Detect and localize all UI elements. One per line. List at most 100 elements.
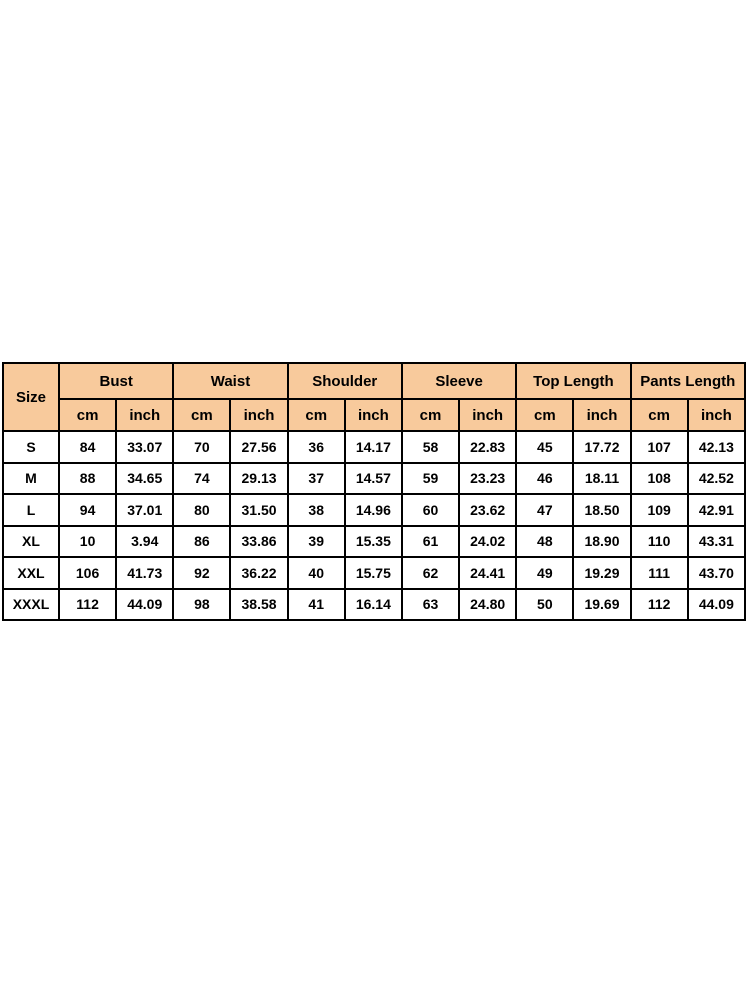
table-cell: 18.50: [572, 493, 632, 527]
table-cell: 49: [515, 556, 575, 590]
table-cell: 43.31: [686, 524, 747, 558]
table-cell: 14.57: [343, 461, 403, 495]
table-cell: 42.13: [686, 430, 747, 464]
table-cell: 106: [57, 556, 118, 590]
table-cell: 22.83: [458, 430, 518, 464]
table-cell: 63: [400, 587, 461, 621]
table-cell: 92: [172, 556, 232, 590]
table-cell: 46: [515, 461, 575, 495]
unit-header-pants-length-cm: cm: [629, 398, 689, 432]
table-cell: 74: [172, 461, 232, 495]
table-cell: 34.65: [115, 461, 175, 495]
table-cell: 36.22: [229, 556, 289, 590]
table-cell: 18.90: [572, 524, 632, 558]
size-label: XXL: [2, 556, 60, 590]
unit-header-top-length-inch: inch: [572, 398, 632, 432]
table-cell: 61: [400, 524, 461, 558]
table-cell: 98: [172, 587, 232, 621]
group-header-bust: Bust: [57, 362, 175, 400]
table-cell: 112: [57, 587, 118, 621]
table-cell: 42.91: [686, 493, 747, 527]
table-cell: 36: [286, 430, 346, 464]
table-cell: 41: [286, 587, 346, 621]
unit-header-pants-length-inch: inch: [686, 398, 747, 432]
table-cell: 15.75: [343, 556, 403, 590]
unit-header-sleeve-cm: cm: [400, 398, 461, 432]
table-cell: 27.56: [229, 430, 289, 464]
table-cell: 41.73: [115, 556, 175, 590]
table-cell: 23.62: [458, 493, 518, 527]
unit-header-shoulder-inch: inch: [343, 398, 403, 432]
table-cell: 31.50: [229, 493, 289, 527]
table-cell: 62: [400, 556, 461, 590]
table-cell: 109: [629, 493, 689, 527]
table-cell: 39: [286, 524, 346, 558]
table-cell: 112: [629, 587, 689, 621]
table-cell: 14.17: [343, 430, 403, 464]
table-cell: 94: [57, 493, 118, 527]
table-cell: 108: [629, 461, 689, 495]
size-label: S: [2, 430, 60, 464]
table-cell: 14.96: [343, 493, 403, 527]
unit-header-waist-inch: inch: [229, 398, 289, 432]
table-row-s: S 84 33.07 70 27.56 36 14.17 58 22.83 45…: [2, 430, 747, 464]
table-cell: 29.13: [229, 461, 289, 495]
table-cell: 19.69: [572, 587, 632, 621]
size-label: XXXL: [2, 587, 60, 621]
table-row-m: M 88 34.65 74 29.13 37 14.57 59 23.23 46…: [2, 461, 747, 495]
table-cell: 24.41: [458, 556, 518, 590]
size-label: M: [2, 461, 60, 495]
table-cell: 23.23: [458, 461, 518, 495]
table-cell: 44.09: [686, 587, 747, 621]
table-cell: 24.02: [458, 524, 518, 558]
table-cell: 17.72: [572, 430, 632, 464]
unit-header-bust-inch: inch: [115, 398, 175, 432]
size-column-header: Size: [2, 362, 60, 432]
table-row-xl: XL 10 3.94 86 33.86 39 15.35 61 24.02 48…: [2, 524, 747, 558]
header-group-row: Size Bust Waist Shoulder Sleeve Top Leng…: [2, 362, 747, 432]
table-cell: 45: [515, 430, 575, 464]
table-cell: 84: [57, 430, 118, 464]
table-cell: 38: [286, 493, 346, 527]
table-cell: 58: [400, 430, 461, 464]
table-cell: 47: [515, 493, 575, 527]
table-cell: 15.35: [343, 524, 403, 558]
size-label: L: [2, 493, 60, 527]
group-header-waist: Waist: [172, 362, 289, 400]
group-header-top-length: Top Length: [515, 362, 632, 400]
size-label: XL: [2, 524, 60, 558]
table-cell: 16.14: [343, 587, 403, 621]
table-cell: 18.11: [572, 461, 632, 495]
size-chart-table: Size Bust Waist Shoulder Sleeve Top Leng…: [2, 362, 747, 621]
group-header-shoulder: Shoulder: [286, 362, 403, 400]
table-cell: 33.86: [229, 524, 289, 558]
table-cell: 24.80: [458, 587, 518, 621]
table-cell: 107: [629, 430, 689, 464]
unit-header-sleeve-inch: inch: [458, 398, 518, 432]
table-cell: 44.09: [115, 587, 175, 621]
table-cell: 88: [57, 461, 118, 495]
table-cell: 19.29: [572, 556, 632, 590]
table-cell: 10: [57, 524, 118, 558]
table-cell: 38.58: [229, 587, 289, 621]
group-header-pants-length: Pants Length: [629, 362, 747, 400]
table-cell: 33.07: [115, 430, 175, 464]
table-cell: 60: [400, 493, 461, 527]
table-row-l: L 94 37.01 80 31.50 38 14.96 60 23.62 47…: [2, 493, 747, 527]
table-cell: 48: [515, 524, 575, 558]
table-cell: 3.94: [115, 524, 175, 558]
group-header-sleeve: Sleeve: [400, 362, 518, 400]
table-cell: 86: [172, 524, 232, 558]
table-cell: 110: [629, 524, 689, 558]
table-cell: 37.01: [115, 493, 175, 527]
unit-header-bust-cm: cm: [57, 398, 118, 432]
header-unit-row: cm inch cm inch cm inch cm inch cm inch …: [3, 398, 747, 432]
table-cell: 40: [286, 556, 346, 590]
table-row-xxxl: XXXL 112 44.09 98 38.58 41 16.14 63 24.8…: [2, 587, 747, 621]
table-cell: 111: [629, 556, 689, 590]
unit-header-shoulder-cm: cm: [286, 398, 346, 432]
table-cell: 43.70: [686, 556, 747, 590]
size-chart: Size Bust Waist Shoulder Sleeve Top Leng…: [2, 362, 747, 621]
table-cell: 37: [286, 461, 346, 495]
